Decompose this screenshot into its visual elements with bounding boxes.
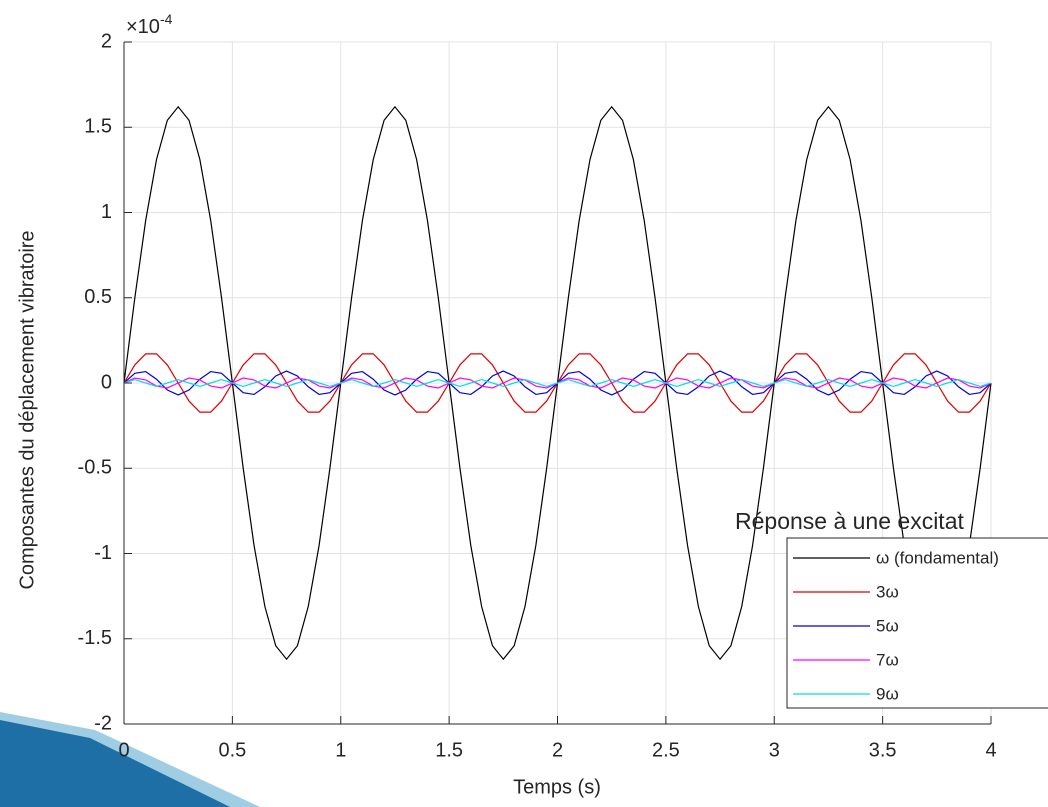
x-tick-label: 2 (552, 739, 563, 761)
x-tick-label: 1.5 (435, 739, 463, 761)
y-tick-label: 0 (101, 371, 112, 393)
legend-label: 9ω (876, 684, 899, 703)
legend-label: 5ω (876, 616, 899, 635)
y-multiplier: ×10-4 (126, 11, 173, 39)
y-tick-label: -1.5 (78, 627, 112, 649)
x-tick-label: 4 (985, 739, 996, 761)
x-tick-label: 0.5 (218, 739, 246, 761)
plot-lines (123, 105, 992, 661)
legend-box (786, 537, 1048, 709)
y-tick-label: -1 (94, 542, 112, 564)
y-tick-label: -2 (94, 712, 112, 734)
y-tick-label: 1.5 (84, 116, 112, 138)
legend: ω (fondamental) 3ω 5ω 7ω 9ω (793, 548, 999, 703)
y-tick-label: 2 (101, 30, 112, 52)
legend-label: 3ω (876, 582, 899, 601)
y-tick-label: 1 (101, 201, 112, 223)
x-tick-label: 2.5 (652, 739, 680, 761)
legend-title: Réponse à une excitat (735, 508, 964, 534)
legend-label: ω (fondamental) (876, 548, 999, 567)
multiplier-base: ×10 (126, 16, 160, 38)
x-tick-label: 3 (769, 739, 780, 761)
x-tick-label: 1 (335, 739, 346, 761)
x-tick-label: 0 (118, 739, 129, 761)
axes: 0 0.5 1 1.5 2 2.5 3 3.5 4 -2 -1.5 -1 -0.5 0 0.5 1 1.5 2 (78, 30, 997, 761)
legend-label: 7ω (876, 650, 899, 669)
series-line (123, 378, 992, 388)
multiplier-exponent: -4 (160, 11, 173, 27)
y-tick-label: 0.5 (84, 286, 112, 308)
x-axis-label: Temps (s) (513, 776, 601, 798)
y-tick-label: -0.5 (78, 457, 112, 479)
decor-swoosh (0, 720, 230, 807)
y-axis-label: Composantes du déplacement vibratoire (16, 230, 38, 589)
x-tick-label: 3.5 (869, 739, 897, 761)
